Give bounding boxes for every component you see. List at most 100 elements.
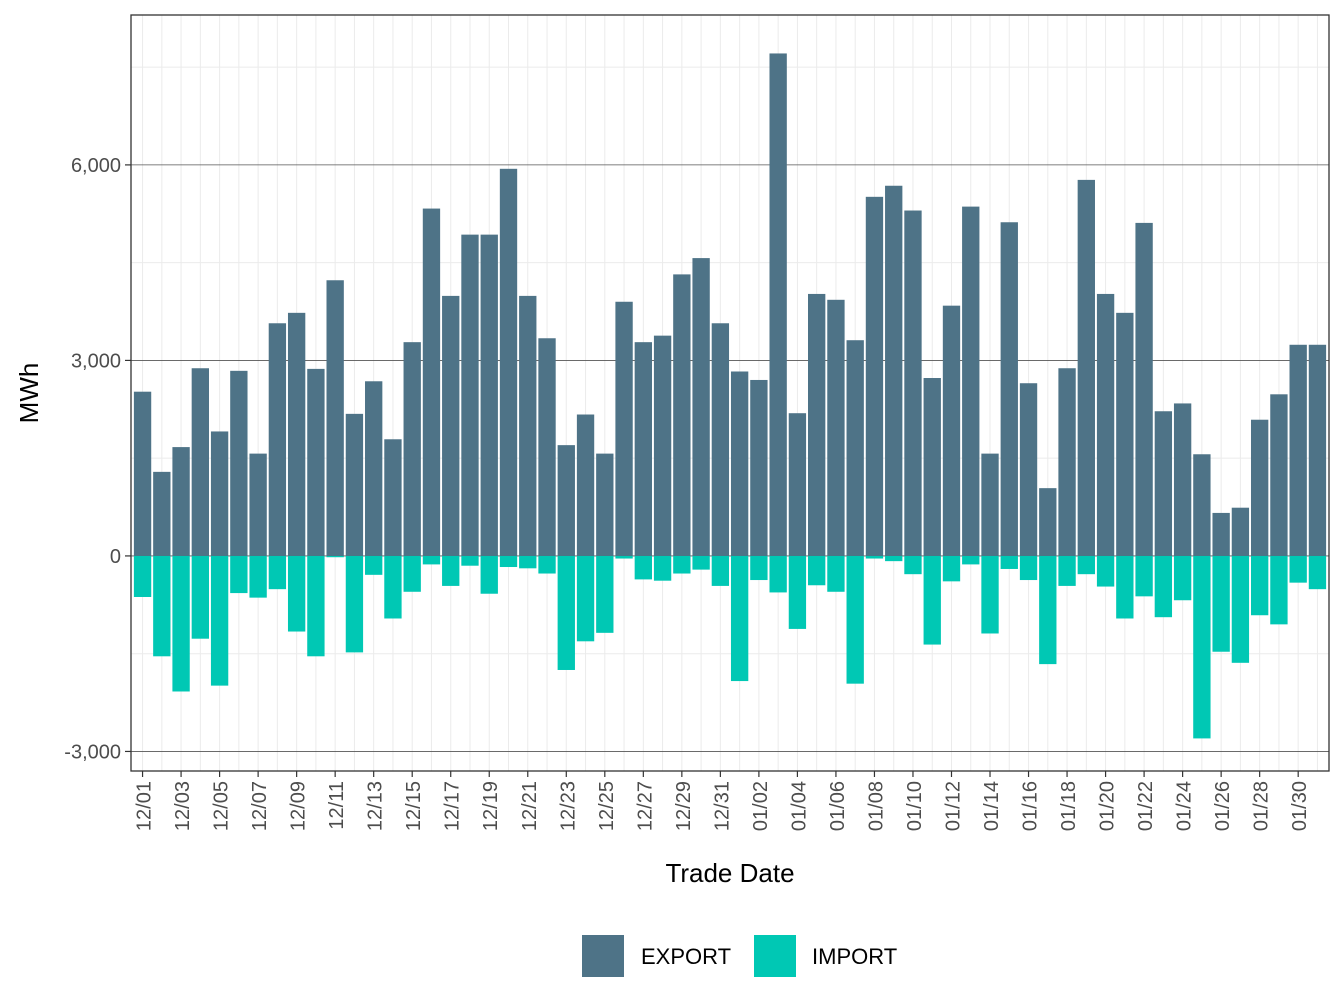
bar-import-01-25	[1193, 555, 1211, 739]
bar-export-12-29	[673, 274, 691, 556]
bar-import-12-15	[403, 555, 421, 592]
bar-export-01-18	[1058, 368, 1076, 556]
bar-import-12-12	[345, 555, 364, 653]
bar-import-01-20	[1096, 555, 1115, 587]
bar-export-01-11	[923, 378, 941, 556]
bar-import-01-11	[923, 555, 941, 645]
bar-export-12-08	[268, 323, 287, 556]
x-tick-label: 01/22	[1135, 781, 1157, 831]
bar-import-01-29	[1270, 555, 1288, 625]
bar-import-12-04	[191, 555, 210, 639]
x-tick-label: 12/25	[596, 781, 618, 831]
bar-export-01-25	[1193, 454, 1211, 556]
bar-export-01-21	[1116, 312, 1134, 556]
y-tick-label: 0	[110, 546, 121, 568]
bar-export-01-19	[1077, 179, 1095, 556]
x-tick-label: 01/04	[788, 781, 810, 831]
bar-export-01-08	[865, 196, 884, 556]
bar-export-01-23	[1154, 411, 1173, 556]
x-tick-label: 01/08	[865, 781, 887, 831]
bar-import-01-23	[1154, 555, 1173, 618]
bar-import-01-16	[1019, 555, 1038, 581]
bar-export-12-04	[191, 368, 210, 556]
bar-export-12-20	[499, 168, 518, 556]
bar-export-12-15	[403, 342, 421, 556]
bar-export-01-13	[962, 206, 980, 556]
bar-import-12-11	[326, 555, 344, 558]
x-tick-label: 01/26	[1212, 781, 1234, 831]
bar-import-01-07	[846, 555, 864, 684]
bar-import-01-19	[1077, 555, 1095, 575]
bar-export-12-07	[249, 453, 267, 556]
y-tick-label: 3,000	[71, 350, 121, 372]
bar-export-01-28	[1250, 419, 1269, 556]
bar-import-01-28	[1250, 555, 1269, 616]
bar-import-01-18	[1058, 555, 1076, 586]
bars	[133, 53, 1327, 739]
bar-export-12-16	[422, 208, 441, 556]
bar-import-01-27	[1231, 555, 1250, 663]
x-tick-label: 01/24	[1174, 781, 1196, 831]
y-tick-label: -3,000	[64, 741, 121, 763]
bar-import-12-05	[210, 555, 229, 686]
x-axis-title: Trade Date	[665, 858, 794, 888]
bar-export-12-03	[172, 447, 190, 556]
bar-export-12-18	[461, 234, 479, 556]
bar-import-01-04	[788, 555, 807, 629]
bar-export-01-15	[1000, 222, 1018, 556]
bar-import-01-10	[904, 555, 922, 575]
bar-export-01-14	[981, 453, 999, 556]
bar-export-12-26	[615, 301, 633, 556]
bar-export-01-31	[1308, 344, 1327, 556]
bar-import-12-09	[287, 555, 306, 632]
bar-export-01-07	[846, 340, 864, 556]
bar-export-01-06	[827, 299, 845, 556]
bar-export-12-22	[538, 338, 556, 556]
bar-export-12-27	[634, 342, 652, 556]
x-axis: 12/01 12/03 12/05 12/07 12/09 12/11 12/13 12/15…	[134, 771, 1311, 831]
bar-export-01-12	[942, 305, 961, 556]
bar-export-12-11	[326, 280, 344, 556]
bar-import-01-13	[962, 555, 980, 565]
x-tick-label: 01/30	[1289, 781, 1311, 831]
bar-export-12-12	[345, 413, 364, 556]
bar-import-01-30	[1289, 555, 1307, 583]
x-tick-label: 12/03	[172, 781, 194, 831]
x-tick-label: 12/29	[673, 781, 695, 831]
bar-export-01-27	[1231, 507, 1250, 556]
bar-import-01-08	[865, 555, 884, 559]
plot-border	[130, 14, 1330, 772]
bar-export-12-13	[365, 381, 383, 556]
bar-export-12-25	[596, 453, 614, 556]
bar-import-01-06	[827, 555, 845, 592]
bar-export-12-24	[576, 414, 595, 556]
bar-import-01-26	[1212, 555, 1230, 652]
bar-export-12-05	[210, 431, 229, 556]
bar-import-01-05	[808, 555, 826, 586]
x-tick-label: 12/17	[442, 781, 464, 831]
bar-import-12-25	[596, 555, 614, 633]
bar-export-12-01	[133, 391, 152, 556]
bar-export-01-10	[904, 210, 922, 556]
bar-import-12-29	[673, 555, 691, 574]
x-tick-label: 12/11	[326, 781, 348, 830]
bar-import-12-21	[519, 555, 537, 569]
bar-export-01-04	[788, 413, 807, 556]
bar-import-12-16	[422, 555, 441, 565]
bar-import-12-26	[615, 555, 633, 559]
x-tick-label: 12/07	[249, 781, 271, 831]
x-tick-label: 12/21	[519, 781, 541, 831]
bar-import-12-23	[557, 555, 575, 670]
bar-export-01-20	[1096, 293, 1115, 556]
bar-import-12-07	[249, 555, 267, 598]
x-tick-label: 12/13	[365, 781, 387, 831]
x-tick-label: 01/02	[750, 781, 772, 831]
x-tick-label: 01/14	[981, 781, 1003, 831]
x-tick-label: 12/01	[134, 781, 156, 831]
legend-swatch-export	[582, 935, 624, 977]
bar-export-01-29	[1270, 394, 1288, 556]
y-tick-label: 6,000	[71, 155, 121, 177]
x-tick-label: 12/27	[634, 781, 656, 831]
bar-export-12-17	[442, 295, 460, 556]
